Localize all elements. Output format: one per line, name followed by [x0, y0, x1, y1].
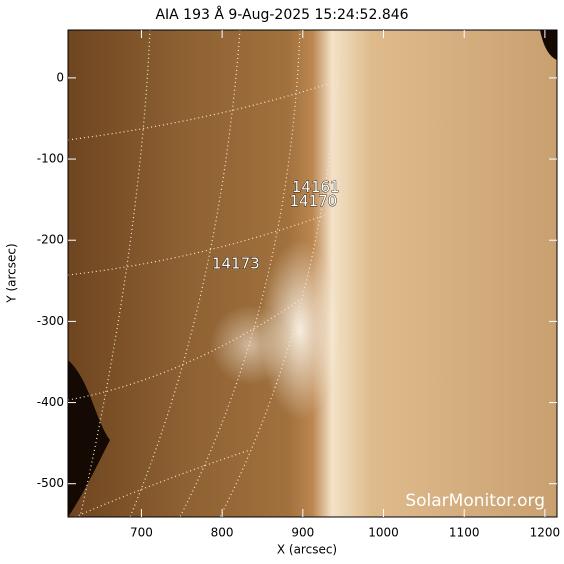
y-tick-label: -400	[37, 395, 64, 409]
y-tick-label: -100	[37, 152, 64, 166]
watermark: SolarMonitor.org	[405, 491, 545, 511]
y-tick-label: -200	[37, 233, 64, 247]
x-tick-label: 800	[211, 526, 234, 540]
x-tick-label: 900	[291, 526, 314, 540]
x-tick-label: 700	[130, 526, 153, 540]
plot-frame	[67, 29, 558, 518]
x-tick-label: 1000	[368, 526, 399, 540]
region-label: 14170	[289, 192, 337, 210]
x-tick-label: 1200	[530, 526, 561, 540]
region-label: 14173	[212, 254, 260, 272]
region-label: 14161	[292, 178, 340, 196]
solar-image	[68, 30, 557, 517]
y-tick-label: -300	[37, 314, 64, 328]
chart-title: AIA 193 Å 9-Aug-2025 15:24:52.846	[155, 6, 408, 23]
y-tick-label: 0	[56, 70, 64, 84]
y-axis-label: Y (arcsec)	[5, 243, 19, 303]
x-axis-label: X (arcsec)	[277, 543, 337, 557]
y-tick-label: -500	[37, 476, 64, 490]
x-tick-label: 1100	[449, 526, 480, 540]
